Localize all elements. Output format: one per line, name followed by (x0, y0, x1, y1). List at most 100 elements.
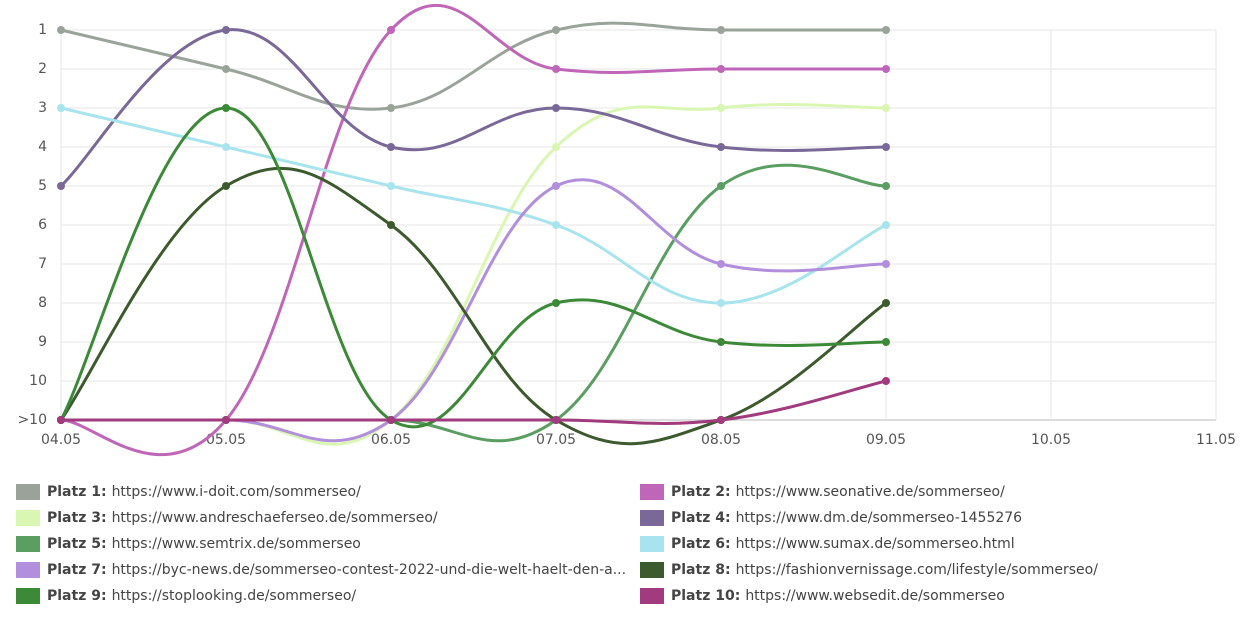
data-point (57, 182, 65, 190)
legend-name: Platz 8: (671, 562, 731, 578)
legend-label: Platz 7: https://byc-news.de/sommerseo-co… (47, 562, 626, 578)
legend-name: Platz 4: (671, 510, 731, 526)
legend-url: https://www.i-doit.com/sommerseo/ (112, 484, 362, 500)
legend-label: Platz 10: https://www.websedit.de/sommers… (671, 588, 1005, 604)
data-point (882, 182, 890, 190)
data-point (222, 182, 230, 190)
legend-label: Platz 1: https://www.i-doit.com/sommerseo… (47, 484, 361, 500)
data-point (552, 416, 560, 424)
data-point (222, 65, 230, 73)
y-tick-label: 6 (38, 217, 47, 233)
legend-label: Platz 3: https://www.andreschaeferseo.de/… (47, 510, 438, 526)
legend-item: Platz 10: https://www.websedit.de/sommers… (640, 588, 1005, 604)
legend-swatch (640, 588, 664, 604)
y-tick-label: 10 (29, 373, 47, 389)
data-point (387, 221, 395, 229)
legend-url: https://byc-news.de/sommerseo-contest-20… (112, 562, 627, 578)
data-point (717, 299, 725, 307)
data-point (717, 260, 725, 268)
y-tick-label: >10 (17, 412, 47, 428)
legend-url: https://www.sumax.de/sommerseo.html (736, 536, 1015, 552)
data-point (57, 416, 65, 424)
data-point (882, 377, 890, 385)
legend-url: https://www.andreschaeferseo.de/sommerse… (112, 510, 438, 526)
legend-label: Platz 6: https://www.sumax.de/sommerseo.h… (671, 536, 1015, 552)
data-point (222, 104, 230, 112)
y-tick-label: 1 (38, 22, 47, 38)
legend-swatch (640, 536, 664, 552)
legend-swatch (640, 562, 664, 578)
data-point (387, 143, 395, 151)
legend-swatch (640, 510, 664, 526)
data-point (717, 104, 725, 112)
data-point (552, 65, 560, 73)
data-point (882, 338, 890, 346)
legend-item: Platz 4: https://www.dm.de/sommerseo-1455… (640, 510, 1022, 526)
y-tick-label: 5 (38, 178, 47, 194)
legend-swatch (16, 484, 40, 500)
data-point (882, 104, 890, 112)
legend-swatch (16, 588, 40, 604)
legend-name: Platz 7: (47, 562, 107, 578)
legend-item: Platz 5: https://www.semtrix.de/sommerseo (16, 536, 361, 552)
data-point (57, 104, 65, 112)
data-point (552, 182, 560, 190)
data-point (552, 221, 560, 229)
legend-label: Platz 2: https://www.seonative.de/sommers… (671, 484, 1005, 500)
x-tick-label: 07.05 (536, 432, 576, 448)
legend-swatch (640, 484, 664, 500)
x-tick-label: 06.05 (371, 432, 411, 448)
legend-swatch (16, 510, 40, 526)
x-tick-label: 05.05 (206, 432, 246, 448)
legend-item: Platz 9: https://stoplooking.de/sommerseo… (16, 588, 356, 604)
series-line (59, 166, 887, 446)
legend-url: https://stoplooking.de/sommerseo/ (112, 588, 357, 604)
legend-item: Platz 1: https://www.i-doit.com/sommerseo… (16, 484, 361, 500)
legend-swatch (16, 562, 40, 578)
data-point (552, 26, 560, 34)
legend-swatch (16, 536, 40, 552)
data-point (717, 143, 725, 151)
legend-name: Platz 10: (671, 588, 740, 604)
legend-label: Platz 5: https://www.semtrix.de/sommerseo (47, 536, 361, 552)
data-point (882, 65, 890, 73)
data-point (387, 416, 395, 424)
y-tick-label: 8 (38, 295, 47, 311)
legend-label: Platz 8: https://fashionvernissage.com/li… (671, 562, 1098, 578)
legend-url: https://www.dm.de/sommerseo-1455276 (736, 510, 1023, 526)
data-point (552, 143, 560, 151)
y-tick-label: 3 (38, 100, 47, 116)
data-point (57, 26, 65, 34)
legend-item: Platz 8: https://fashionvernissage.com/li… (640, 562, 1098, 578)
series-line (60, 21, 886, 111)
x-tick-label: 11.05 (1196, 432, 1236, 448)
legend-item: Platz 3: https://www.andreschaeferseo.de/… (16, 510, 438, 526)
legend-item: Platz 7: https://byc-news.de/sommerseo-co… (16, 562, 626, 578)
data-point (552, 104, 560, 112)
data-point (387, 182, 395, 190)
legend-name: Platz 2: (671, 484, 731, 500)
data-point (222, 416, 230, 424)
legend-label: Platz 9: https://stoplooking.de/sommerseo… (47, 588, 356, 604)
legend-url: https://www.seonative.de/sommerseo/ (736, 484, 1006, 500)
legend-url: https://fashionvernissage.com/lifestyle/… (736, 562, 1099, 578)
x-tick-label: 08.05 (701, 432, 741, 448)
x-tick-label: 04.05 (41, 432, 81, 448)
legend-name: Platz 1: (47, 484, 107, 500)
legend-name: Platz 9: (47, 588, 107, 604)
series-line (59, 106, 887, 429)
y-tick-label: 9 (38, 334, 47, 350)
data-point (882, 299, 890, 307)
y-tick-label: 4 (38, 139, 47, 155)
data-point (882, 260, 890, 268)
legend-name: Platz 6: (671, 536, 731, 552)
legend-item: Platz 6: https://www.sumax.de/sommerseo.h… (640, 536, 1015, 552)
series-line (60, 103, 887, 446)
legend-name: Platz 5: (47, 536, 107, 552)
series-line (60, 106, 887, 305)
data-point (222, 143, 230, 151)
legend-item: Platz 2: https://www.seonative.de/sommers… (640, 484, 1005, 500)
x-tick-label: 09.05 (866, 432, 906, 448)
data-point (222, 26, 230, 34)
